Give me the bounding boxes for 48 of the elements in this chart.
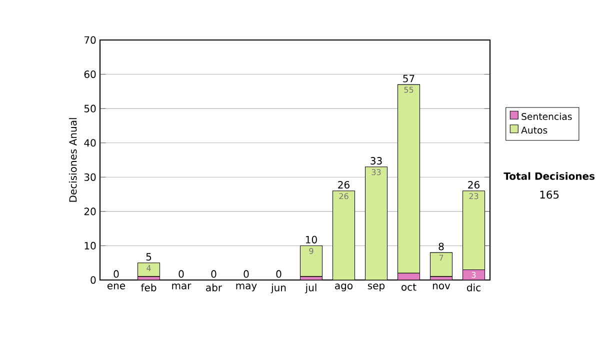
legend-label: Sentencias xyxy=(522,112,572,120)
total-label: 26 xyxy=(338,181,350,189)
text: Total Decisiones xyxy=(504,172,595,180)
total-label: 0 xyxy=(211,270,216,278)
total-label: 10 xyxy=(306,236,317,244)
y-tick-label: 60 xyxy=(84,70,96,78)
y-tick-label: 10 xyxy=(84,242,96,250)
data-label: 9 xyxy=(309,248,314,254)
y-tick-label: 30 xyxy=(84,173,96,181)
total-label: 0 xyxy=(178,270,184,278)
x-tick-label: nov xyxy=(432,284,450,290)
x-tick-label: dic xyxy=(466,284,480,292)
bar xyxy=(430,252,453,277)
legend-label: Autos xyxy=(521,126,548,134)
total-label: 0 xyxy=(114,270,119,278)
data-label: 3 xyxy=(472,272,476,278)
data-label: 4 xyxy=(146,265,151,271)
x-tick-label: mar xyxy=(172,284,192,290)
x-tick-label: sep xyxy=(368,284,385,292)
x-tick-label: abr xyxy=(206,284,222,292)
total-label: 8 xyxy=(438,242,444,250)
data-label: 7 xyxy=(439,254,444,261)
y-tick-label: 70 xyxy=(84,36,96,44)
data-label: 55 xyxy=(404,86,414,93)
text: 165 xyxy=(540,190,559,199)
x-tick-label: jun xyxy=(270,284,286,294)
total-label: 0 xyxy=(244,270,249,278)
data-label: 26 xyxy=(339,193,348,200)
y-tick-label: 50 xyxy=(84,104,96,112)
bar xyxy=(137,262,160,277)
x-tick-label: jul xyxy=(305,284,316,294)
y-tick-label: 0 xyxy=(90,276,96,284)
x-tick-label: ago xyxy=(335,284,352,292)
total-label: 5 xyxy=(146,253,152,261)
x-tick-label: may xyxy=(236,284,257,292)
bar xyxy=(300,245,323,277)
data-label: 33 xyxy=(372,169,381,176)
data-label: 23 xyxy=(469,193,478,200)
x-tick-label: ene xyxy=(107,284,126,290)
x-tick-label: feb xyxy=(140,284,156,292)
total-label: 33 xyxy=(370,157,382,165)
total-label: 57 xyxy=(403,74,414,82)
x-tick-label: oct xyxy=(402,284,416,291)
total-label: 26 xyxy=(468,181,480,189)
y-tick-label: 40 xyxy=(84,139,96,147)
y-tick-label: 20 xyxy=(84,208,96,216)
total-label: 0 xyxy=(276,270,282,278)
y-axis-title: Decisiones Anual xyxy=(69,118,77,202)
